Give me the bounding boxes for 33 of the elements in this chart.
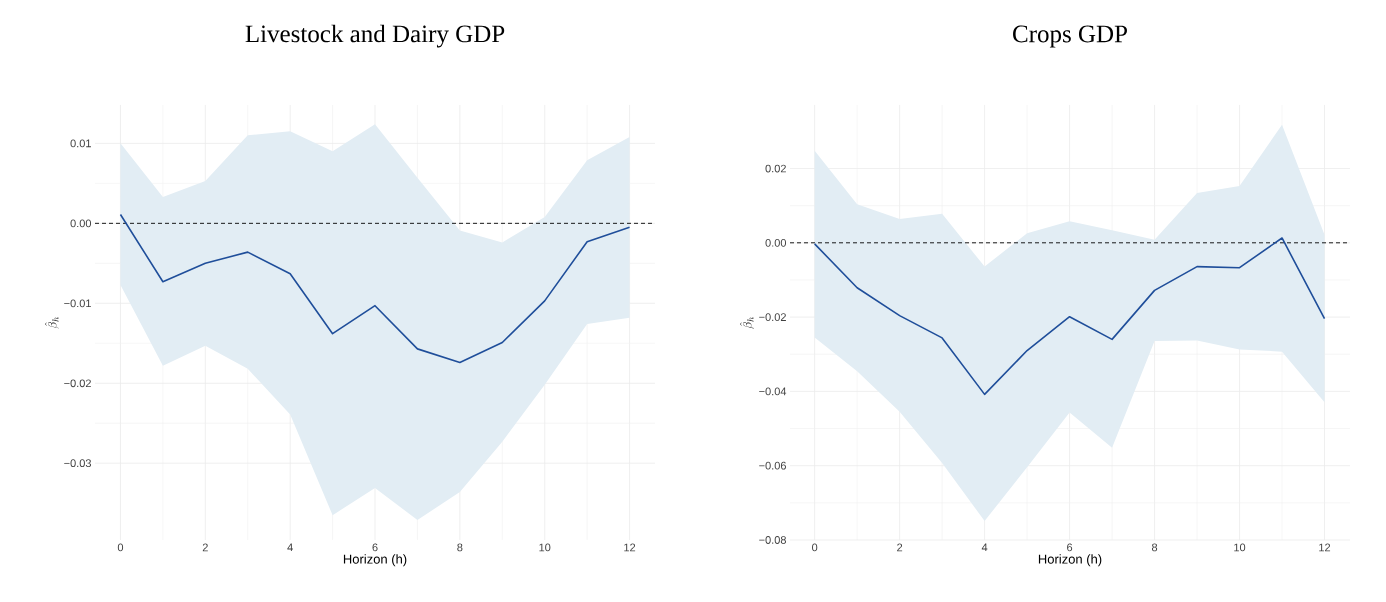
x-tick-label: 4 [981,543,988,552]
x-tick-label: 2 [897,543,903,552]
x-tick-label: 0 [812,543,818,552]
x-tick-label: 6 [1067,543,1073,552]
y-tick-label: 0.01 [70,139,91,148]
y-tick-label: −0.02 [64,379,91,388]
y-tick-label: −0.06 [759,461,786,470]
x-tick-label: 12 [624,543,636,552]
y-tick-label: −0.01 [64,299,91,308]
y-tick-label: 0.00 [765,238,787,247]
x-tick-label: 6 [372,543,378,552]
y-tick-label: 0.00 [70,219,92,228]
line-series [813,237,1326,396]
chart-title: Livestock and Dairy GDP [245,24,505,48]
x-axis-title: Horizon (h) [343,554,407,567]
x-tick-label: 0 [117,543,124,552]
x-tick-label: 10 [1234,543,1246,552]
x-tick-label: 2 [202,543,208,552]
y-tick-label: −0.02 [759,313,786,321]
y-axis-title: $\hat{\beta}_h$ [739,317,754,329]
y-axis-title: $\hat{\beta}_h$ [44,317,59,329]
y-tick-label: −0.04 [759,387,787,396]
x-tick-label: 8 [1151,543,1158,552]
chart-title: Crops GDP [1013,25,1127,48]
x-tick-label: 10 [539,543,551,552]
y-tick-label: −0.08 [759,536,786,544]
x-tick-label: 4 [287,543,293,552]
y-tick-label: 0.02 [765,164,786,173]
x-tick-label: 12 [1319,543,1331,552]
line-series [119,213,631,364]
x-axis-title: Horizon (h) [1038,554,1102,567]
x-tick-label: 8 [457,543,463,552]
y-tick-label: −0.03 [64,459,91,468]
